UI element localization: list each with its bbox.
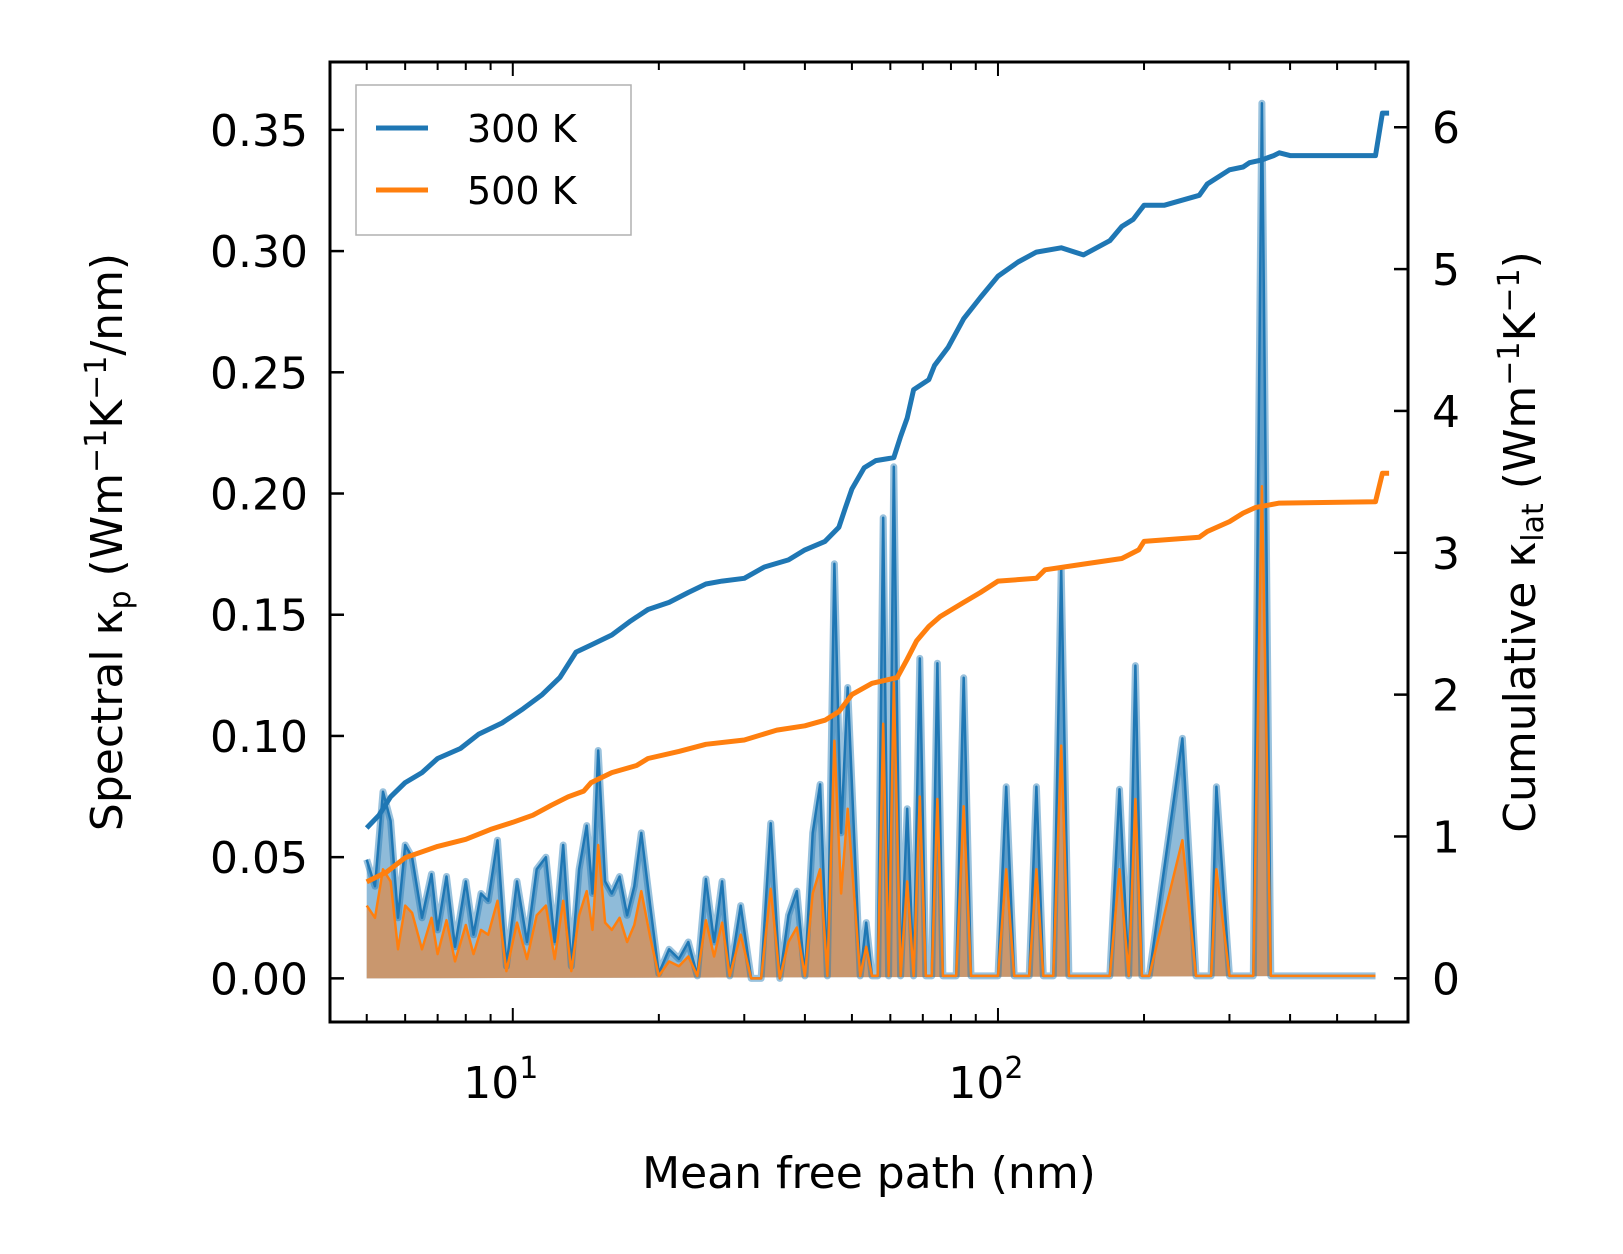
- right-y-axis-title: Cumulative κlat (Wm−1K−1): [1492, 251, 1551, 833]
- plot-frame: [328, 60, 1410, 1024]
- legend-box: [355, 84, 632, 236]
- right-y-title-unit-close: ): [1495, 251, 1546, 268]
- left-tick-label: 0.15: [210, 591, 308, 642]
- left-tick-label: 0.05: [210, 833, 308, 884]
- left-y-title-unit-open: (Wm: [82, 473, 133, 591]
- right-tick-label: 3: [1432, 529, 1460, 580]
- right-tick-label: 0: [1432, 954, 1460, 1005]
- right-y-title-mid: K: [1495, 311, 1546, 341]
- legend: 300 K 500 K: [355, 84, 632, 236]
- left-y-title-sup1: −1: [79, 429, 114, 473]
- x-axis-title: Mean free path (nm): [642, 1148, 1096, 1199]
- left-y-title-sub: p: [103, 590, 138, 609]
- left-tick-label: 0.00: [210, 954, 308, 1005]
- left-tick-label: 0.25: [210, 348, 308, 399]
- left-y-title-prefix: Spectral κ: [82, 610, 133, 832]
- x-tick-exponent: 1: [519, 1051, 538, 1086]
- legend-label-500k: 500 K: [467, 169, 578, 213]
- right-tick-label: 1: [1432, 812, 1460, 863]
- spectral-lines: [363, 99, 1376, 982]
- spectral-line-300k: [365, 101, 1376, 980]
- right-y-title-sup2: −1: [1492, 268, 1527, 312]
- left-tick-label: 0.35: [210, 106, 308, 157]
- right-tick-label: 2: [1432, 671, 1460, 722]
- x-tick-label: 102: [948, 1051, 1023, 1109]
- right-tick-label: 4: [1432, 387, 1460, 438]
- left-tick-label: 0.10: [210, 712, 308, 763]
- x-tick-exponent: 2: [1004, 1051, 1023, 1086]
- x-tick-base: 10: [948, 1058, 1004, 1109]
- x-tick-label: 101: [463, 1051, 538, 1109]
- legend-label-300k: 300 K: [467, 107, 578, 151]
- left-y-title-unit-close: /nm): [82, 253, 133, 356]
- tick-labels: 0.00 0.05 0.10 0.15 0.20 0.25 0.30 0.35 0 1 2 3 4 5 6 1…: [210, 103, 1460, 1109]
- cumulative-lines: [364, 110, 1390, 885]
- left-tick-label: 0.30: [210, 227, 308, 278]
- spectral-line-500k: [365, 484, 1376, 980]
- cumulative-line-500k: [365, 470, 1390, 885]
- x-tick-base: 10: [463, 1058, 519, 1109]
- right-tick-label: 5: [1432, 245, 1460, 296]
- right-y-title-prefix: Cumulative κ: [1495, 542, 1546, 833]
- plot-area: [363, 99, 1390, 982]
- right-tick-label: 6: [1432, 103, 1460, 154]
- left-y-title-mid: K: [82, 399, 133, 429]
- left-y-title-sup2: −1: [79, 356, 114, 400]
- right-y-title-sup1: −1: [1492, 341, 1527, 385]
- left-y-axis-title: Spectral κp (Wm−1K−1/nm): [79, 253, 138, 831]
- cumulative-line-300k: [364, 110, 1390, 830]
- left-tick-label: 0.20: [210, 470, 308, 521]
- right-y-title-unit-open: (Wm: [1495, 386, 1546, 504]
- right-y-title-sub: lat: [1516, 503, 1551, 542]
